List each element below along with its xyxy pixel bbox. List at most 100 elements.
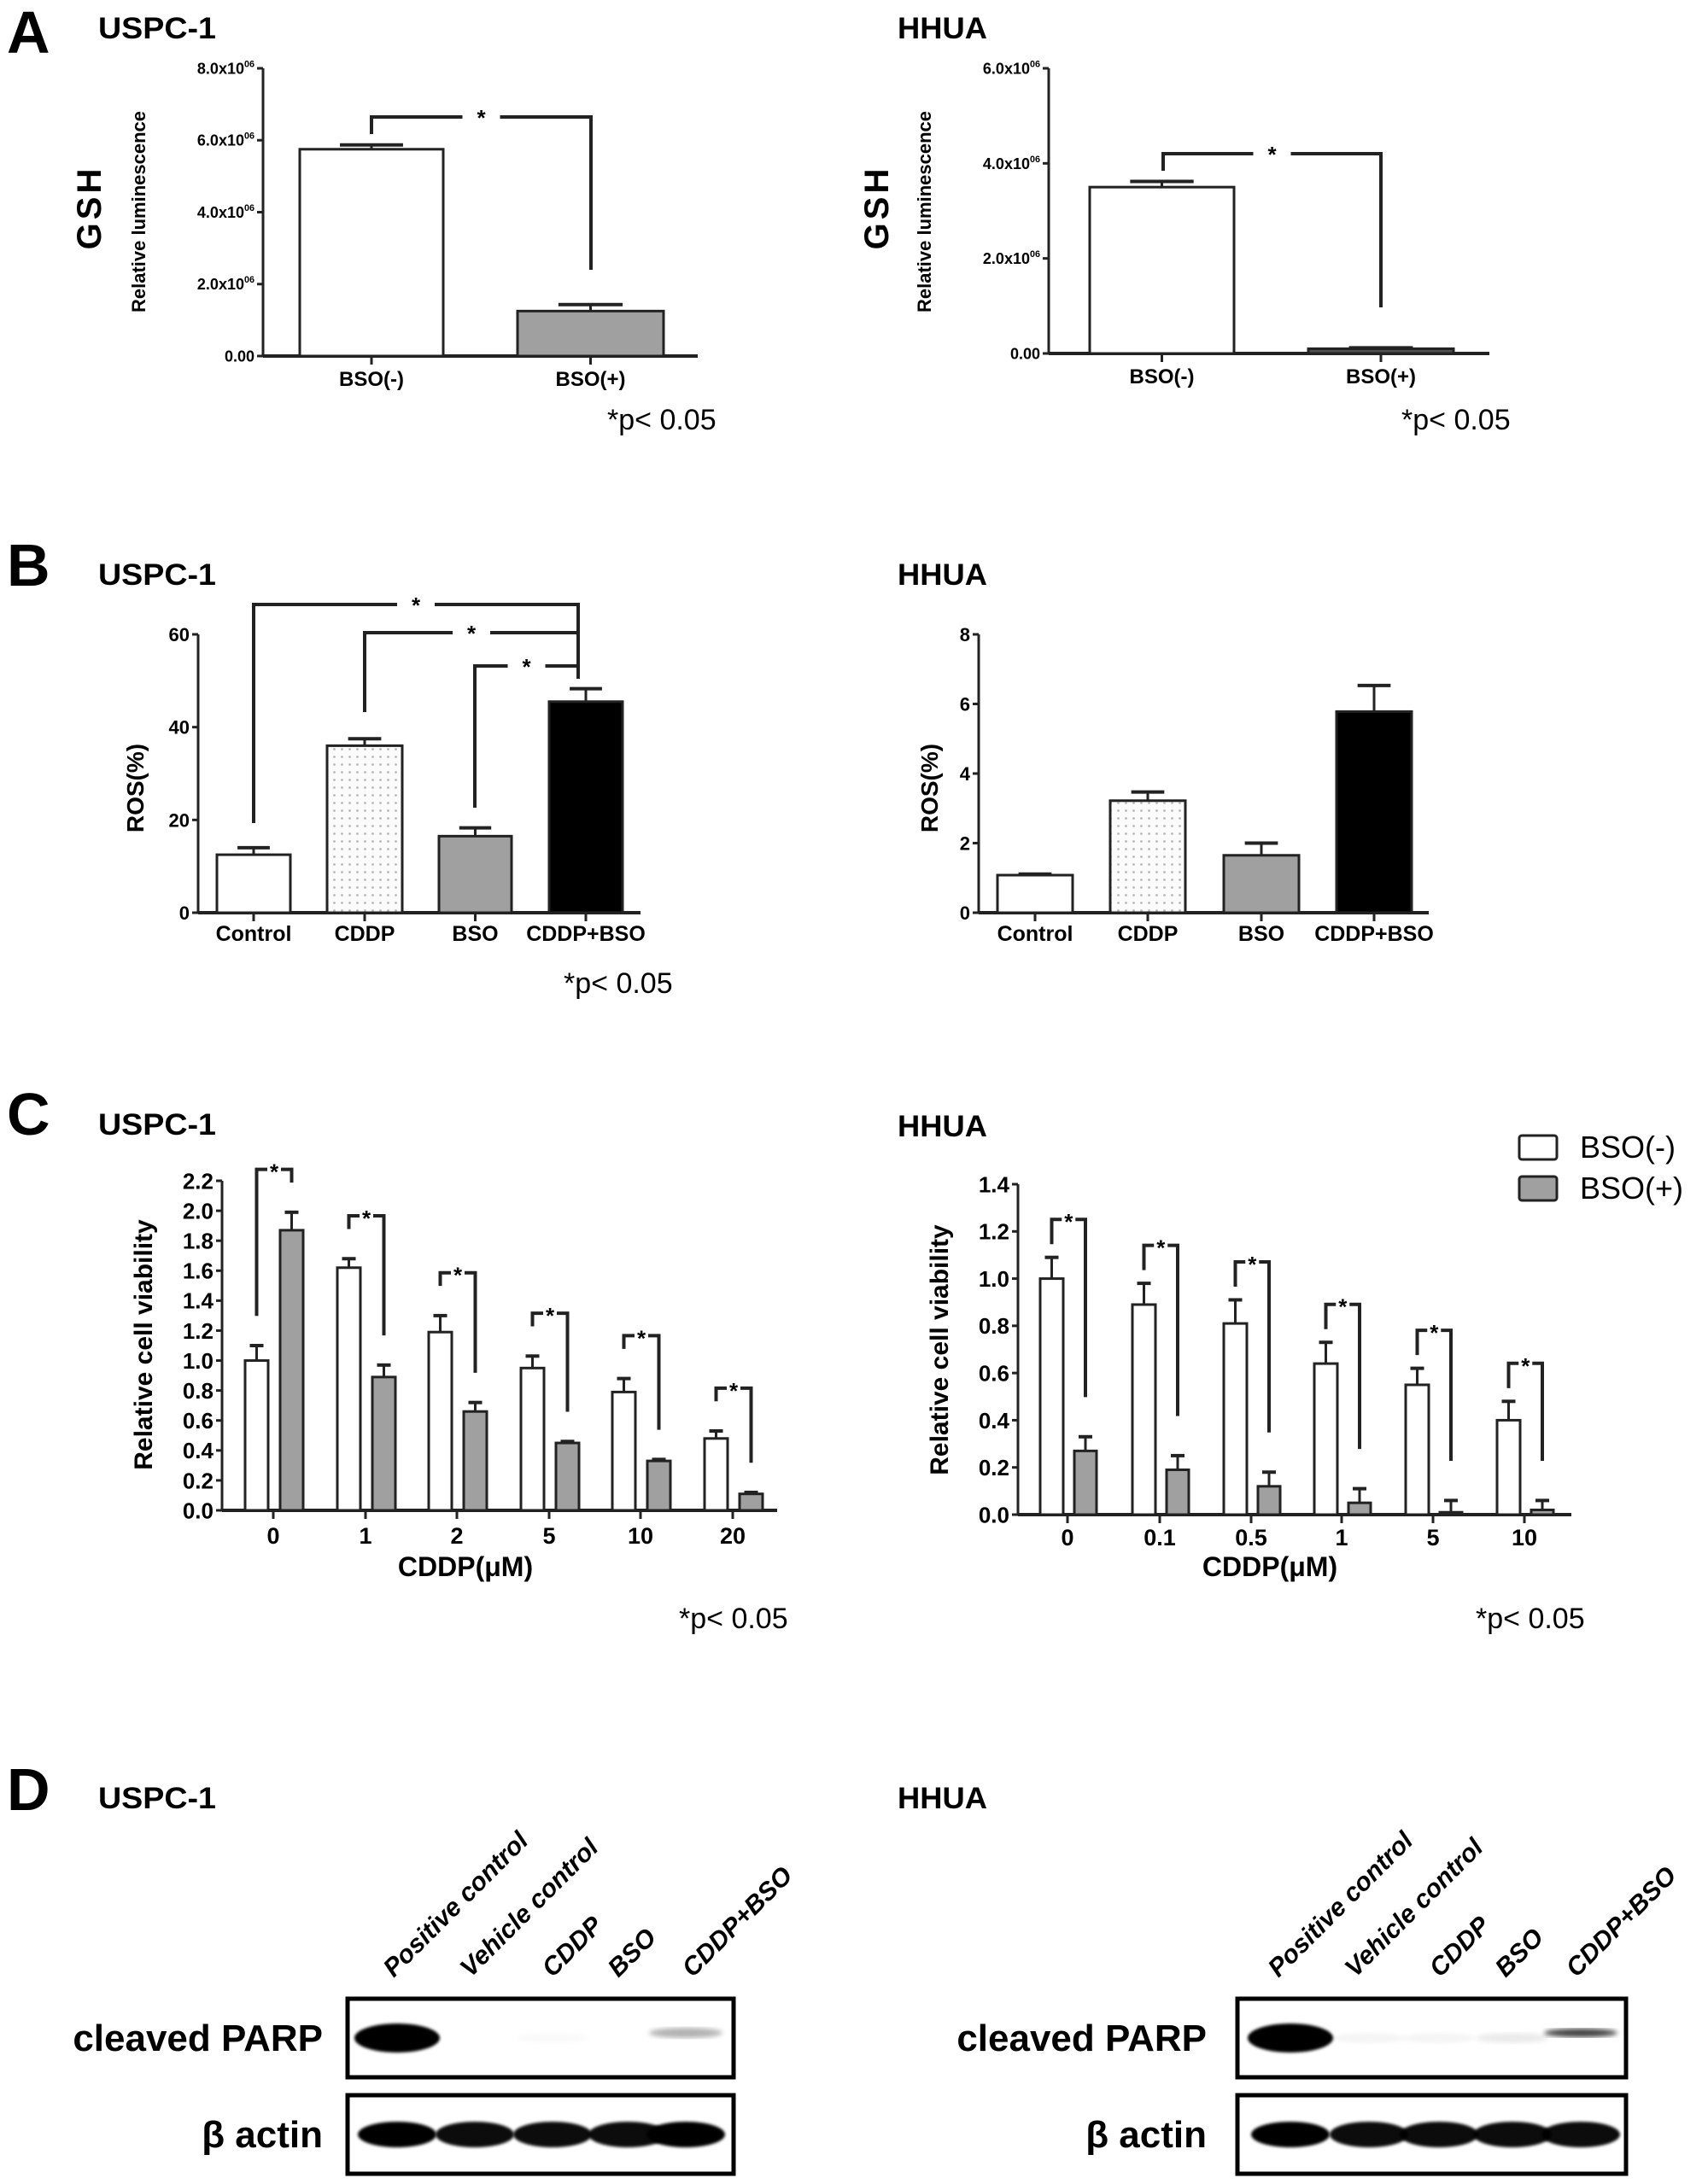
- y-tick-label: 0.4: [979, 1408, 1010, 1434]
- panel-letter-d: D: [7, 1756, 50, 1823]
- panel-b-right-title: HHUA: [898, 558, 987, 592]
- y-tick-label: 6.0x1006: [983, 59, 1040, 77]
- significance-note: *p< 0.05: [1401, 404, 1511, 436]
- measure-label: GSH: [858, 166, 896, 250]
- measure-label: GSH: [71, 166, 108, 250]
- bar-bso+: [462, 1410, 488, 1512]
- y-tick-label: 1.4: [979, 1171, 1010, 1197]
- category-label: 2: [450, 1523, 463, 1549]
- lane-label: Vehicle control: [455, 1833, 605, 1983]
- row-label: cleaved PARP: [956, 2018, 1207, 2059]
- category-label: 10: [1512, 1525, 1537, 1550]
- band: [588, 2122, 667, 2147]
- bar-bso(+): [516, 309, 665, 358]
- y-axis-title: Relative luminescence: [914, 111, 935, 312]
- category-label: CDDP+BSO: [1314, 922, 1434, 946]
- bar-bso-: [1404, 1383, 1430, 1516]
- y-tick-label: 6.0x1006: [197, 131, 254, 149]
- category-label: Control: [997, 922, 1073, 946]
- bar-bso+: [646, 1459, 672, 1512]
- y-axis-title: Relative luminescence: [128, 111, 149, 312]
- tick-exponent: 06: [244, 203, 254, 213]
- bar-control: [215, 853, 292, 914]
- significance-star: *: [270, 1159, 279, 1185]
- bar-bso-: [611, 1390, 637, 1512]
- significance-star: *: [467, 621, 477, 646]
- bar-bso+: [278, 1229, 305, 1512]
- charts: 0.002.0x10064.0x10066.0x10068.0x1006Rela…: [71, 59, 1683, 1635]
- significance-star: *: [522, 654, 531, 680]
- y-tick-label: 1.2: [183, 1318, 214, 1344]
- tick-mantissa: 2.0x10: [983, 250, 1030, 267]
- category-label: 0: [1061, 1525, 1073, 1550]
- significance-bracket: [714, 1386, 753, 1463]
- bar-bso+: [738, 1492, 764, 1512]
- y-tick-label: 0.0: [183, 1498, 214, 1523]
- significance-star: *: [1430, 1320, 1439, 1346]
- y-tick-label: 8: [960, 624, 970, 645]
- chart-c-uspc-1: 0.0 0.2 0.4 0.6 0.8 1.0 1.2 1.4 1.6 1.8 2.0 2.2 Rela…: [130, 1159, 788, 1635]
- significance-bracket: [1142, 1243, 1179, 1416]
- y-tick-label: 0: [960, 902, 970, 924]
- band: [1332, 2033, 1406, 2043]
- significance-bracket: [1233, 1259, 1271, 1433]
- bar-bso+: [1165, 1468, 1190, 1516]
- panel-c-right-title: HHUA: [898, 1110, 987, 1143]
- bar-bso: [437, 834, 513, 914]
- y-tick-label: 2.0x1006: [197, 275, 254, 293]
- significance-note: *p< 0.05: [1476, 1603, 1585, 1635]
- significance-star: *: [1064, 1209, 1073, 1235]
- tick-exponent: 06: [1030, 59, 1040, 69]
- bar-bso+: [1347, 1501, 1372, 1516]
- category-label: 1: [1335, 1525, 1348, 1550]
- significance-star: *: [1338, 1294, 1348, 1320]
- category-label: BSO(+): [1346, 365, 1416, 388]
- bar-bso+: [1073, 1449, 1098, 1516]
- band: [646, 2122, 725, 2147]
- significance-bracket: [438, 1270, 477, 1373]
- tick-mantissa: 6.0x10: [983, 60, 1030, 77]
- significance-bracket: [254, 1167, 294, 1317]
- x-axis-title: CDDP(μM): [1202, 1551, 1337, 1582]
- band: [1251, 2122, 1330, 2147]
- legend-swatch: [1518, 1134, 1559, 1161]
- tick-mantissa: 4.0x10: [197, 204, 244, 221]
- y-tick-label: 1.2: [979, 1219, 1009, 1245]
- category-label: 10: [628, 1523, 653, 1549]
- y-tick-label: 60: [169, 624, 190, 645]
- significance-bracket: [1415, 1329, 1453, 1461]
- significance-star: *: [453, 1263, 463, 1288]
- bar-bso(-): [298, 148, 445, 358]
- panel-letter-c: C: [7, 1081, 50, 1147]
- bar-cddp+bso: [547, 700, 624, 914]
- bar-bso-: [336, 1266, 362, 1512]
- lane-label: BSO: [1490, 1924, 1549, 1983]
- significance-star: *: [1267, 142, 1277, 167]
- significance-star: *: [477, 105, 486, 131]
- panel-a-left-title: USPC-1: [98, 12, 216, 45]
- y-tick-label: 6: [960, 693, 970, 715]
- y-tick-label: 0.8: [979, 1313, 1009, 1339]
- legend-swatch: [1518, 1175, 1559, 1202]
- bar-bso-: [1038, 1277, 1065, 1516]
- bar-bso-: [427, 1330, 453, 1512]
- significance-star: *: [637, 1325, 646, 1351]
- y-axis-title: ROS(%): [916, 744, 943, 832]
- lane-label: CDDP+BSO: [677, 1861, 798, 1983]
- category-label: 5: [1426, 1525, 1439, 1550]
- panel-d-left-title: USPC-1: [98, 1782, 216, 1815]
- significance-star: *: [546, 1303, 555, 1329]
- y-tick-label: 20: [169, 809, 190, 831]
- y-tick-label: 2.0: [183, 1198, 214, 1223]
- significance-star: *: [1156, 1235, 1166, 1261]
- row-label: β actin: [1085, 2114, 1207, 2156]
- panel-b-left-title: USPC-1: [98, 558, 216, 592]
- tick-exponent: 06: [1030, 249, 1040, 260]
- tick-exponent: 06: [244, 131, 254, 142]
- y-tick-label: 0.00: [225, 347, 254, 365]
- legend-label: BSO(-): [1580, 1130, 1676, 1165]
- lane-label: Positive control: [1263, 1826, 1419, 1983]
